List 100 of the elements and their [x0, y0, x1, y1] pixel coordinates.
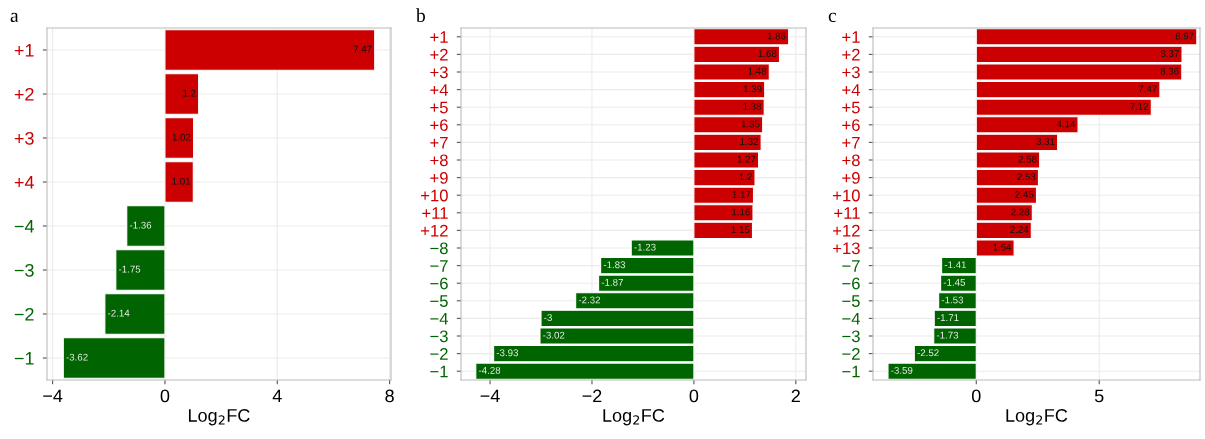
x-tick-label: 0	[160, 389, 170, 403]
x-axis-title: Log$_{2}$FC	[1006, 409, 1068, 426]
data-label: 1.54	[993, 243, 1012, 251]
bar	[115, 249, 166, 291]
data-label: 7.47	[1138, 85, 1157, 93]
y-tick-label: +1	[14, 44, 34, 57]
y-tick-label: −1	[430, 365, 448, 378]
y-tick-label: +6	[842, 119, 860, 131]
data-label: -4.28	[478, 366, 501, 374]
y-tick-label: −4	[842, 312, 861, 325]
data-label: -2.14	[107, 309, 130, 317]
data-label: 4.14	[1056, 120, 1076, 128]
data-label: -3.62	[66, 353, 88, 361]
data-label: 2.28	[1011, 208, 1030, 216]
y-tick-label: +4	[842, 84, 861, 96]
y-tick-label: +3	[14, 131, 34, 145]
y-tick-label: −5	[842, 295, 860, 307]
y-tick-label: −2	[14, 307, 34, 321]
data-label: 1.86	[767, 32, 786, 40]
data-label: 8.37	[1160, 50, 1179, 58]
bar	[126, 205, 166, 247]
data-label: 2.58	[1018, 155, 1037, 163]
bar	[164, 29, 376, 71]
x-tick-label: −4	[43, 389, 63, 403]
y-tick-label: −6	[842, 277, 860, 290]
bar	[104, 293, 166, 335]
data-label: -1.71	[937, 314, 959, 321]
data-label: -2.32	[578, 296, 601, 304]
y-tick-label: +7	[430, 136, 448, 149]
y-tick-label: +5	[842, 101, 860, 114]
data-label: 1.15	[731, 226, 750, 234]
data-label: 7.47	[353, 45, 372, 53]
y-tick-label: −3	[842, 330, 860, 343]
y-tick-label: +10	[421, 189, 448, 202]
bar	[164, 73, 200, 115]
data-label: -1.45	[943, 279, 966, 286]
y-tick-label: −2	[430, 348, 448, 360]
bar	[62, 337, 166, 379]
y-tick-label: +8	[842, 154, 860, 167]
x-tick-label: 4	[272, 389, 282, 403]
x-tick-label: 0	[971, 389, 981, 403]
y-tick-label: +2	[842, 48, 860, 61]
data-label: 2.53	[1017, 173, 1036, 181]
data-label: 1.39	[743, 85, 762, 93]
y-tick-label: +2	[430, 48, 448, 61]
y-tick-label: +12	[833, 224, 860, 237]
y-tick-label: +13	[833, 242, 860, 255]
data-label: -1.36	[129, 221, 152, 229]
data-label: -3.93	[496, 349, 519, 357]
data-label: 8.97	[1175, 32, 1194, 40]
data-label: -1.73	[936, 331, 959, 339]
x-axis-title: Log$_{2}$FC	[188, 409, 250, 426]
data-label: 2.24	[1010, 226, 1029, 233]
data-label: -1.53	[941, 296, 964, 304]
y-tick-label: −8	[430, 242, 448, 255]
y-tick-label: −1	[14, 352, 34, 365]
data-label: 1.35	[741, 120, 760, 128]
data-label: 1.16	[732, 208, 750, 216]
y-tick-label: −5	[430, 295, 448, 307]
data-label: 2.45	[1015, 190, 1034, 198]
y-tick-label: +6	[430, 119, 448, 131]
y-tick-label: +3	[430, 66, 448, 79]
data-label: -1.23	[634, 243, 656, 251]
x-tick-label: 8	[385, 389, 394, 403]
data-label: 1.27	[737, 155, 756, 163]
y-tick-label: +2	[14, 87, 34, 101]
y-tick-label: +11	[834, 207, 860, 219]
data-label: 1.32	[740, 138, 758, 146]
y-tick-label: +1	[430, 31, 448, 43]
y-tick-label: −6	[430, 277, 448, 290]
data-label: 1.17	[732, 191, 751, 198]
y-tick-label: +11	[422, 207, 448, 219]
data-label: 1.02	[172, 133, 191, 141]
x-tick-label: 0	[689, 389, 699, 403]
data-label: 1.2	[183, 89, 196, 97]
y-tick-label: +4	[430, 84, 449, 96]
data-label: 3.31	[1036, 138, 1055, 146]
data-label: -1.41	[944, 261, 966, 269]
y-tick-label: +9	[430, 172, 448, 184]
y-tick-label: −2	[842, 348, 860, 360]
y-tick-label: +4	[14, 176, 34, 189]
y-tick-label: +8	[430, 154, 448, 167]
data-label: -1.83	[603, 261, 626, 269]
x-tick-label: −2	[582, 389, 602, 403]
y-tick-label: +10	[833, 189, 860, 202]
y-tick-label: +3	[842, 66, 860, 79]
chart-title: c	[828, 12, 837, 23]
data-label: -1.87	[601, 278, 623, 286]
y-tick-label: −3	[14, 263, 34, 277]
y-tick-label: +12	[421, 224, 448, 237]
data-label: -3.02	[543, 331, 565, 339]
data-label: 8.36	[1160, 67, 1179, 75]
x-tick-label: 5	[1094, 389, 1104, 403]
bar	[164, 117, 195, 159]
chart-title: b	[416, 8, 425, 23]
data-label: -1.75	[118, 265, 141, 273]
data-label: 1.01	[172, 177, 191, 185]
y-tick-label: −7	[842, 260, 860, 272]
bar	[164, 161, 194, 203]
data-label: 1.2	[739, 173, 752, 181]
